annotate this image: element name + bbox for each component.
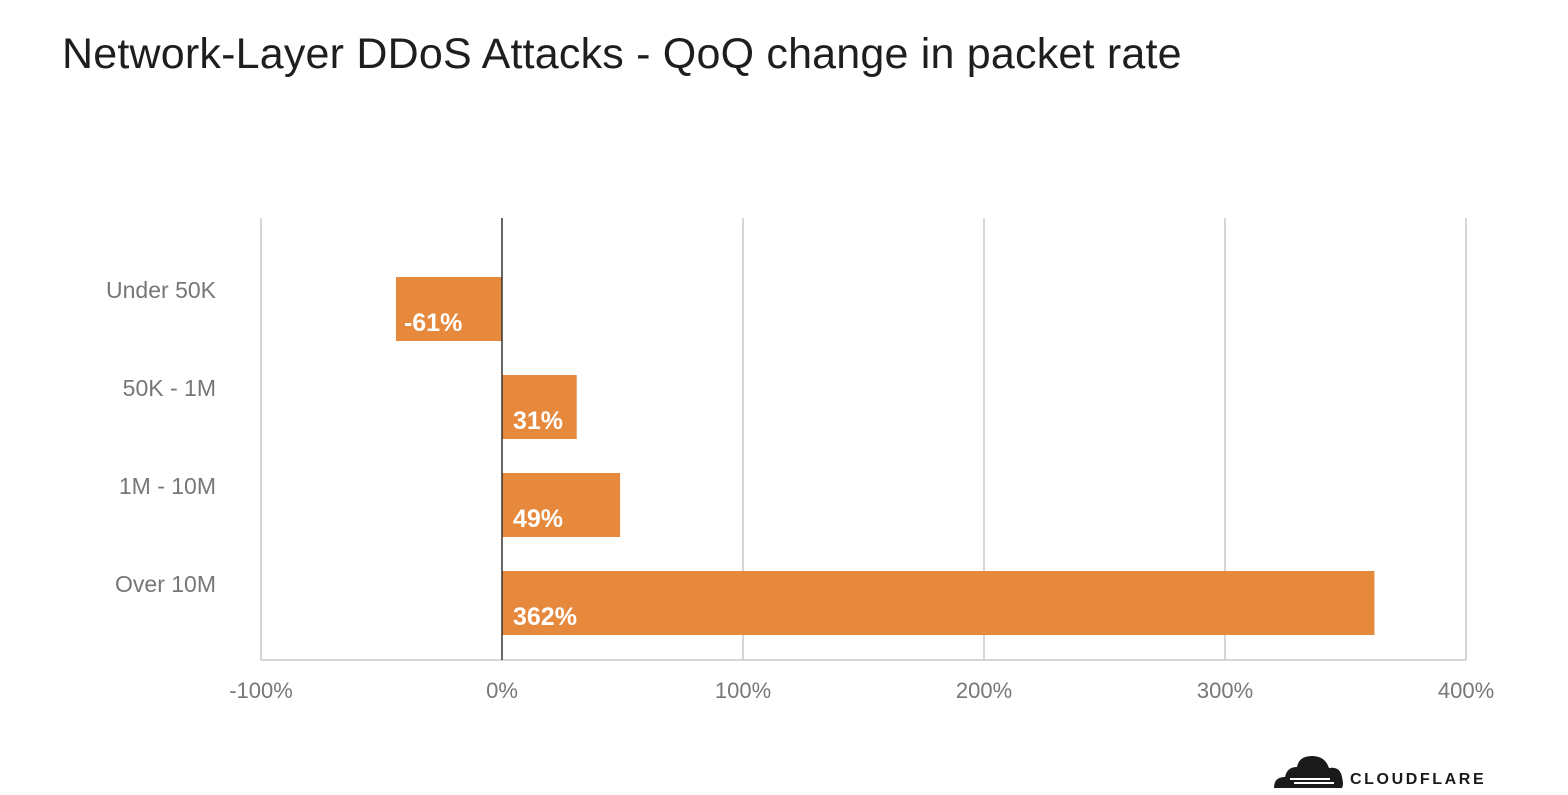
chart-title: Network-Layer DDoS Attacks - QoQ change … [62, 30, 1182, 78]
category-label: Over 10M [115, 571, 216, 597]
cloud-icon [1274, 756, 1343, 788]
category-label: 50K - 1M [123, 375, 216, 401]
data-label: -61% [404, 309, 462, 337]
bar [395, 277, 502, 341]
x-tick-label: 400% [1438, 678, 1494, 703]
data-label: 362% [513, 603, 577, 631]
cloudflare-logo: CLOUDFLARE [1272, 750, 1512, 790]
category-label: 1M - 10M [119, 473, 216, 499]
x-tick-label: 200% [956, 678, 1012, 703]
x-tick-label: 100% [715, 678, 771, 703]
bar [502, 473, 621, 537]
bar [502, 571, 1375, 635]
bar [502, 375, 577, 439]
x-tick-label: -100% [229, 678, 293, 703]
category-label: Under 50K [106, 277, 217, 303]
data-label: 49% [513, 505, 563, 533]
brand-wordmark: CLOUDFLARE [1350, 771, 1487, 788]
x-tick-label: 300% [1197, 678, 1253, 703]
data-label: 31% [513, 407, 563, 435]
x-tick-label: 0% [486, 678, 518, 703]
